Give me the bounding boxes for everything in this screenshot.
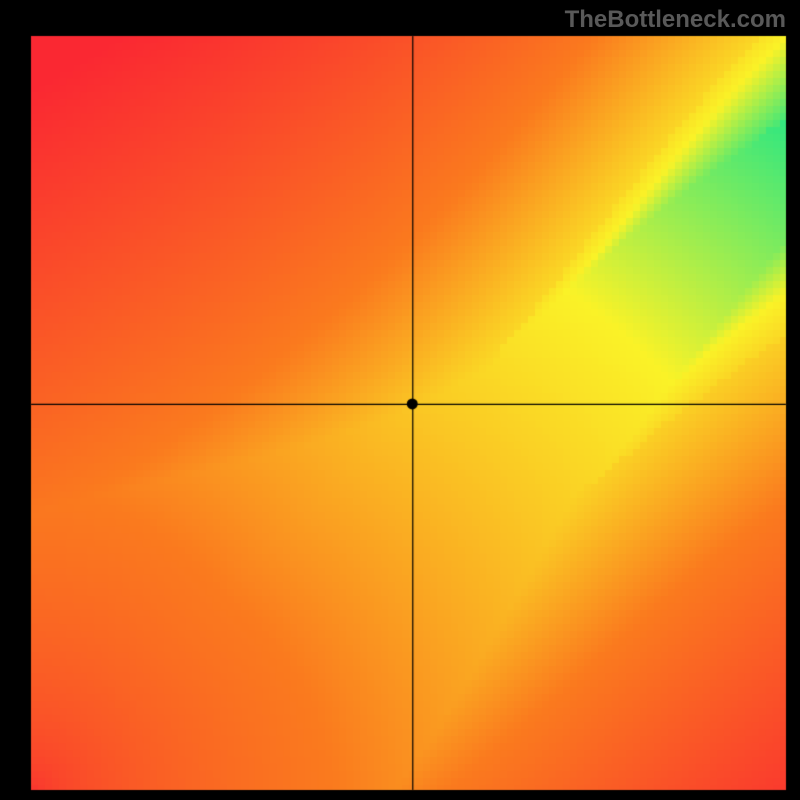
chart-container: TheBottleneck.com: [0, 0, 800, 800]
crosshair-overlay: [0, 0, 800, 800]
bottleneck-heatmap: [0, 0, 800, 800]
watermark-label: TheBottleneck.com: [565, 6, 786, 34]
